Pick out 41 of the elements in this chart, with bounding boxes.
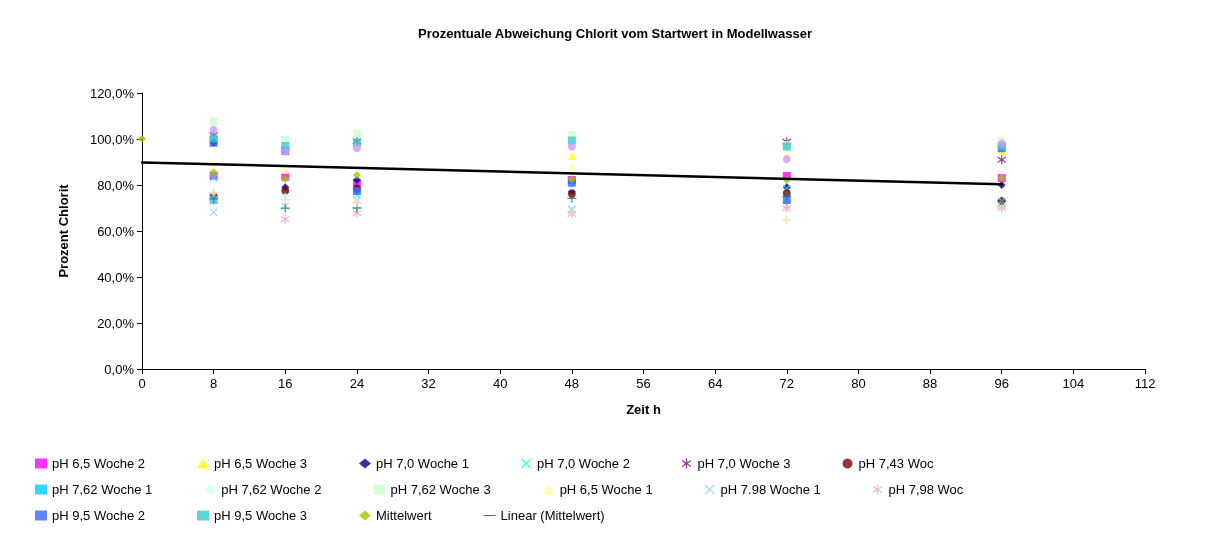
x-axis-title: Zeit h	[626, 402, 661, 417]
legend-label: pH 7,62 Woche 2	[221, 482, 322, 497]
y-tick-label: 20,0%	[97, 315, 135, 331]
x-tick-label: 48	[564, 376, 580, 391]
legend-label: pH 6,5 Woche 1	[559, 482, 653, 497]
x-tick-label: 96	[994, 376, 1009, 391]
x-tick-label: 72	[779, 376, 795, 391]
legend-label: pH 6,5 Woche 3	[213, 456, 307, 471]
x-tick-label: 88	[922, 376, 938, 391]
legend-label: pH 7,62 Woche 3	[390, 482, 491, 497]
x-tick-label: 32	[421, 376, 436, 391]
legend-label: pH 9,5 Woche 2	[52, 508, 145, 523]
x-tick-label: 0	[138, 376, 146, 391]
x-tick-label: 24	[349, 376, 365, 391]
y-axis-title: Prozent Chlorit	[56, 183, 71, 278]
legend-label: pH 7,62 Woche 1	[52, 482, 153, 497]
x-tick-label: 40	[492, 376, 508, 391]
x-tick-label: 80	[851, 376, 866, 391]
x-tick-label: 8	[210, 376, 218, 391]
legend-label: pH 9,5 Woche 3	[213, 508, 307, 523]
legend-label: pH 7.98 Woche 1	[720, 482, 821, 497]
y-tick-label: 100,0%	[89, 131, 135, 147]
chart-title: Prozentuale Abweichung Chlorit vom Startwert in Modellwasser	[418, 26, 812, 41]
legend-label: Mittelwert	[375, 508, 432, 523]
y-tick-label: 80,0%	[97, 177, 135, 193]
x-tick-label: 112	[1134, 376, 1156, 391]
legend-label: pH 6,5 Woche 2	[52, 456, 145, 471]
y-tick-label: 120,0%	[89, 85, 135, 101]
legend-label: pH 7,98 Woc	[888, 482, 964, 497]
x-tick-label: 16	[278, 376, 293, 391]
x-tick-label: 104	[1062, 376, 1085, 391]
y-tick-label: 40,0%	[97, 269, 135, 285]
x-tick-label: 64	[707, 376, 723, 391]
x-tick-label: 56	[636, 376, 651, 391]
legend-label: pH 7,43 Woc	[858, 456, 934, 471]
legend-label: pH 7,0 Woche 2	[536, 456, 630, 471]
legend-label: pH 7,0 Woche 3	[697, 456, 791, 471]
y-tick-label: 60,0%	[97, 223, 135, 239]
legend-label: pH 7,0 Woche 1	[375, 456, 469, 471]
legend-label: Linear (Mittelwert)	[500, 508, 605, 523]
y-tick-label: 0,0%	[104, 361, 135, 377]
